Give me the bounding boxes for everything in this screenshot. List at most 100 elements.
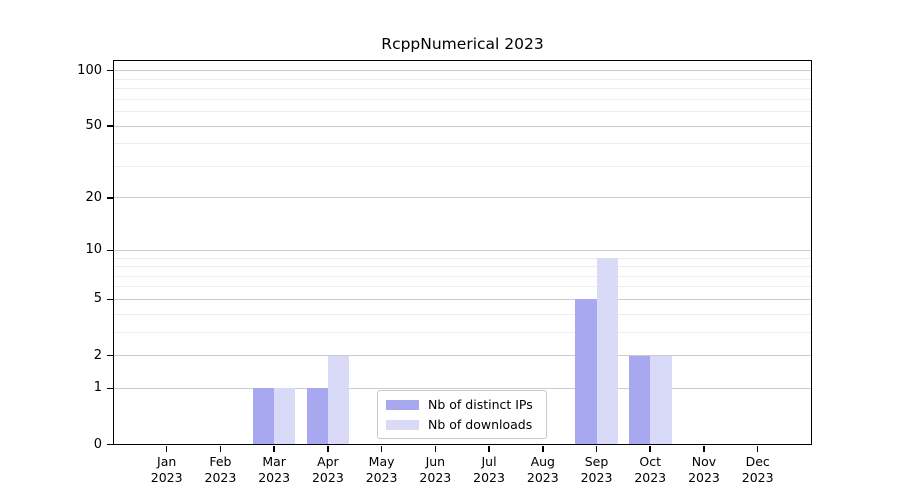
x-tick-label-line: 2023	[311, 469, 344, 485]
x-tick	[756, 446, 759, 452]
y-gridline-minor	[114, 143, 811, 145]
x-tick-label: May 2023	[355, 454, 409, 486]
y-gridline-minor	[114, 88, 811, 90]
y-gridline-minor	[114, 78, 811, 80]
legend-swatch	[386, 419, 419, 430]
x-tick	[488, 446, 490, 452]
x-tick-label-line: Aug	[530, 453, 555, 469]
y-tick	[107, 125, 114, 127]
legend-item: Nb of distinct IPs	[386, 396, 538, 413]
bar	[252, 388, 275, 445]
chart-title: RcppNumerical 2023	[381, 35, 544, 53]
x-tick-label-line: 2023	[634, 469, 667, 485]
y-gridline-minor	[114, 266, 811, 268]
x-tick-label-line: 2023	[204, 469, 237, 485]
x-tick-label-line: Sep	[584, 453, 609, 469]
y-tick-label: 1	[93, 380, 102, 396]
x-tick-label-line: 2023	[258, 469, 291, 485]
x-tick-label: Apr 2023	[301, 454, 355, 486]
x-tick-label-line: Apr	[317, 453, 339, 469]
y-gridline-minor	[114, 331, 811, 333]
y-gridline-minor	[114, 98, 811, 100]
x-tick	[649, 446, 651, 452]
x-tick-label: Sep 2023	[570, 454, 624, 486]
y-gridline-minor	[114, 111, 811, 113]
x-tick-label: Jan 2023	[140, 454, 194, 486]
y-gridline-major	[114, 70, 811, 72]
legend: Nb of distinct IPs Nb of downloads	[377, 390, 547, 439]
x-tick-label-line: 2023	[419, 469, 452, 485]
y-gridline-major	[114, 387, 811, 389]
y-tick	[107, 443, 114, 446]
y-gridline-minor	[114, 313, 811, 315]
bar	[306, 388, 328, 445]
x-tick-label: Oct 2023	[623, 454, 677, 486]
x-tick-label: Nov 2023	[677, 454, 731, 486]
x-tick-label-line: 2023	[526, 469, 559, 485]
y-gridline-minor	[114, 165, 811, 167]
bar	[274, 388, 296, 445]
bar	[596, 258, 618, 445]
y-tick-label: 20	[85, 189, 102, 205]
x-tick-label-line: Jul	[481, 453, 497, 469]
x-tick-label-line: Jan	[157, 453, 177, 469]
x-tick	[703, 446, 705, 452]
x-tick-label-line: Mar	[262, 453, 286, 469]
x-tick-label-line: 2023	[150, 469, 183, 485]
y-tick	[107, 249, 114, 252]
x-tick-label: Aug 2023	[516, 454, 570, 486]
x-tick-label-line: 2023	[688, 469, 720, 485]
x-tick	[542, 446, 544, 452]
x-tick-label-line: Dec	[745, 453, 770, 469]
x-tick-label: Jul 2023	[462, 454, 516, 486]
y-gridline-major	[114, 298, 811, 300]
x-tick-label: Feb 2023	[193, 454, 247, 486]
legend-item: Nb of downloads	[386, 416, 538, 433]
bar	[575, 299, 597, 445]
y-gridline-major	[114, 197, 811, 199]
x-tick-label-line: May	[368, 453, 395, 469]
legend-label: Nb of downloads	[428, 417, 533, 432]
bar	[650, 355, 672, 445]
y-gridline-major	[114, 125, 811, 127]
y-tick-label: 0	[93, 436, 102, 452]
x-tick	[434, 446, 437, 452]
y-tick	[107, 298, 114, 301]
x-tick	[219, 446, 222, 452]
x-tick	[595, 446, 598, 452]
y-tick-label: 5	[93, 291, 102, 307]
x-tick	[380, 446, 383, 452]
plot-area-border	[112, 59, 812, 445]
x-tick-label: Dec 2023	[731, 454, 785, 486]
y-gridline-minor	[114, 286, 811, 288]
x-tick-label-line: 2023	[365, 469, 398, 485]
y-tick-label: 2	[93, 347, 102, 363]
legend-swatch	[386, 399, 419, 410]
y-gridline-major	[114, 249, 811, 251]
x-tick-label-line: Nov	[691, 453, 717, 469]
x-tick-label-line: 2023	[580, 469, 613, 485]
x-tick-label-line: 2023	[473, 469, 505, 485]
x-tick	[273, 446, 275, 452]
y-gridline-minor	[114, 275, 811, 277]
x-tick-label-line: Feb	[209, 453, 232, 469]
bar	[327, 355, 350, 445]
x-tick	[165, 446, 168, 452]
y-tick-label: 50	[85, 118, 102, 134]
y-gridline-major	[114, 355, 811, 357]
y-tick	[107, 197, 114, 199]
x-tick-label-line: 2023	[741, 469, 774, 485]
x-tick-label-line: Oct	[639, 453, 662, 469]
y-tick	[107, 387, 114, 390]
bar	[628, 355, 651, 445]
x-tick-label: Jun 2023	[408, 454, 462, 486]
y-tick	[107, 69, 114, 72]
y-tick	[107, 354, 114, 357]
y-gridline-minor	[114, 257, 811, 259]
legend-label: Nb of distinct IPs	[428, 397, 533, 412]
y-tick-label: 10	[85, 242, 102, 258]
x-tick	[327, 446, 329, 452]
x-tick-label: Mar 2023	[247, 454, 301, 486]
y-tick-label: 100	[77, 62, 102, 78]
